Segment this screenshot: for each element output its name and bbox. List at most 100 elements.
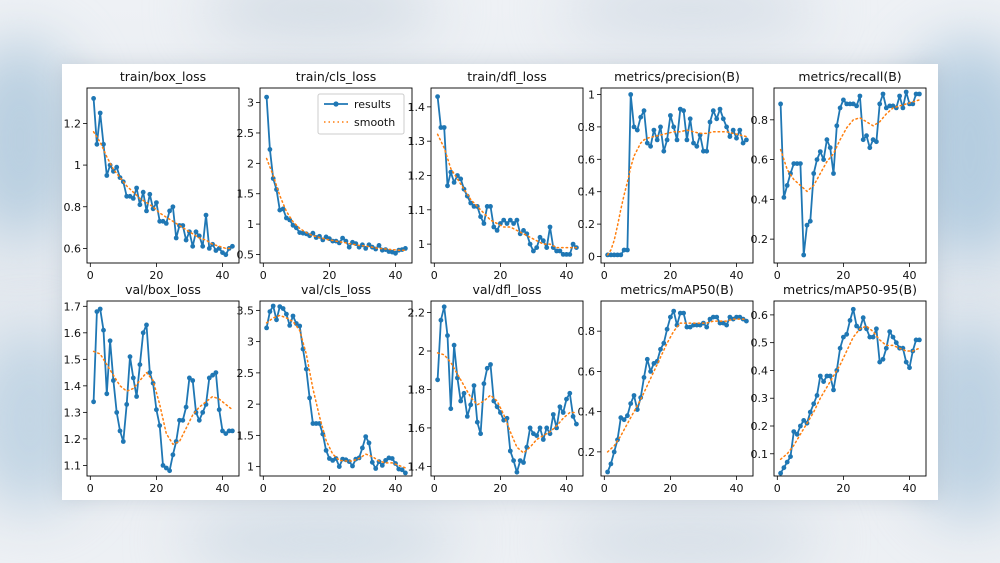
results-point — [134, 394, 139, 399]
y-tick-label: 1.4 — [64, 380, 82, 393]
results-point — [893, 340, 899, 346]
axes-frame — [773, 87, 927, 264]
results-point — [801, 252, 807, 258]
x-tick-label: 20 — [149, 269, 163, 282]
results-point — [534, 245, 540, 251]
y-tick-label: 1 — [418, 238, 425, 251]
smooth-line — [606, 318, 748, 453]
results-point — [474, 419, 480, 425]
results-point — [293, 225, 299, 231]
results-point — [494, 404, 500, 410]
results-point — [267, 309, 273, 314]
results-point — [336, 464, 342, 469]
results-point — [880, 91, 886, 97]
results-point — [717, 320, 723, 326]
results-point — [890, 334, 896, 340]
y-tick-label: 0.6 — [64, 242, 82, 255]
results-point — [658, 346, 663, 352]
y-tick-label: 1.5 — [237, 429, 255, 442]
y-tick-label: 2.2 — [408, 307, 426, 320]
x-tick-label: 0 — [774, 482, 781, 495]
results-point — [554, 248, 559, 254]
results-point — [567, 252, 573, 257]
results-point — [157, 218, 163, 224]
results-point — [570, 414, 576, 419]
results-point — [811, 171, 817, 176]
y-tick-label: 1.1 — [408, 204, 426, 217]
results-point — [817, 149, 823, 154]
results-point — [494, 228, 500, 233]
x-tick-label: 0 — [601, 482, 608, 495]
results-point — [844, 101, 850, 107]
results-point — [527, 241, 533, 247]
results-point — [644, 356, 650, 362]
results-point — [821, 157, 826, 162]
y-tick-label: 1 — [588, 88, 595, 101]
results-point — [521, 460, 526, 465]
results-point — [684, 324, 690, 330]
results-point — [860, 315, 866, 321]
results-point — [438, 317, 444, 323]
results-point — [687, 116, 693, 122]
results-point — [154, 407, 159, 413]
results-point — [488, 204, 493, 209]
subplot-title: metrics/precision(B) — [614, 69, 740, 84]
results-point — [448, 406, 454, 412]
y-tick-label: 0.4 — [578, 406, 596, 419]
results-point — [366, 440, 372, 446]
results-point — [200, 410, 206, 415]
results-point — [461, 390, 467, 396]
results-point — [130, 196, 136, 201]
y-tick-label: 2 — [418, 345, 425, 358]
axes-frame — [259, 300, 413, 477]
results-point — [903, 359, 909, 365]
results-point — [137, 202, 143, 208]
results-point — [313, 421, 319, 426]
results-point — [167, 208, 172, 214]
results-point — [847, 101, 853, 107]
x-tick-label: 40 — [215, 269, 229, 282]
results-point — [220, 428, 225, 434]
results-point — [877, 359, 883, 365]
results-point — [307, 395, 312, 401]
results-point — [488, 362, 493, 367]
results-point — [917, 337, 922, 343]
x-tick-label: 0 — [260, 482, 267, 495]
results-point — [303, 366, 309, 372]
y-tick-label: 1.1 — [64, 459, 82, 472]
results-point — [323, 448, 329, 453]
results-point — [216, 407, 222, 413]
x-tick-label: 0 — [87, 482, 94, 495]
axes-frame — [600, 300, 754, 477]
results-point — [621, 417, 627, 423]
x-tick-label: 20 — [493, 482, 507, 495]
y-tick-label: 1.2 — [64, 433, 82, 446]
results-point — [807, 218, 813, 224]
subplot-metrics-map50-95-b-: metrics/mAP50-95(B) 0 20 40 0.1 0.2 0.3 0.4 0.5 0… — [751, 282, 927, 495]
results-point — [824, 373, 830, 379]
results-point — [737, 127, 743, 133]
results-point — [907, 365, 912, 371]
results-point — [521, 228, 526, 233]
y-tick-label: 1.5 — [64, 353, 82, 366]
results-point — [464, 414, 470, 419]
results-point — [648, 143, 653, 149]
results-point — [814, 393, 820, 398]
results-point — [94, 141, 100, 147]
results-point — [560, 252, 566, 257]
results-point — [180, 417, 186, 423]
results-point — [527, 425, 533, 431]
results-point — [801, 418, 807, 423]
results-point — [781, 465, 787, 471]
results-point — [734, 135, 739, 141]
results-point — [837, 105, 843, 111]
results-point — [784, 459, 790, 465]
results-point — [544, 245, 550, 251]
axes-frame — [773, 300, 927, 477]
results-point — [860, 137, 866, 143]
results-point — [671, 124, 677, 130]
y-tick-label: 1.6 — [408, 422, 426, 435]
results-point — [557, 404, 563, 410]
results-point — [213, 370, 219, 375]
